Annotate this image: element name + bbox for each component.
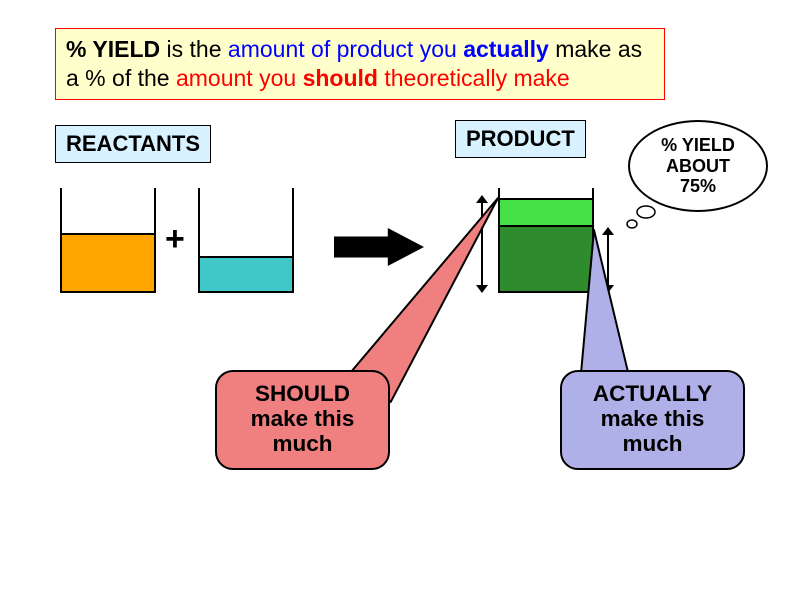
should-callout-text: SHOULDmake thismuch <box>231 382 374 456</box>
should-callout: SHOULDmake thismuch <box>215 370 390 470</box>
actually-callout: ACTUALLYmake thismuch <box>560 370 745 470</box>
yield-speech-bubble: % YIELDABOUT75% <box>628 120 768 212</box>
measurement-arrows <box>0 0 800 600</box>
actually-callout-text: ACTUALLYmake thismuch <box>576 382 729 456</box>
yield-speech-text: % YIELDABOUT75% <box>661 135 735 197</box>
